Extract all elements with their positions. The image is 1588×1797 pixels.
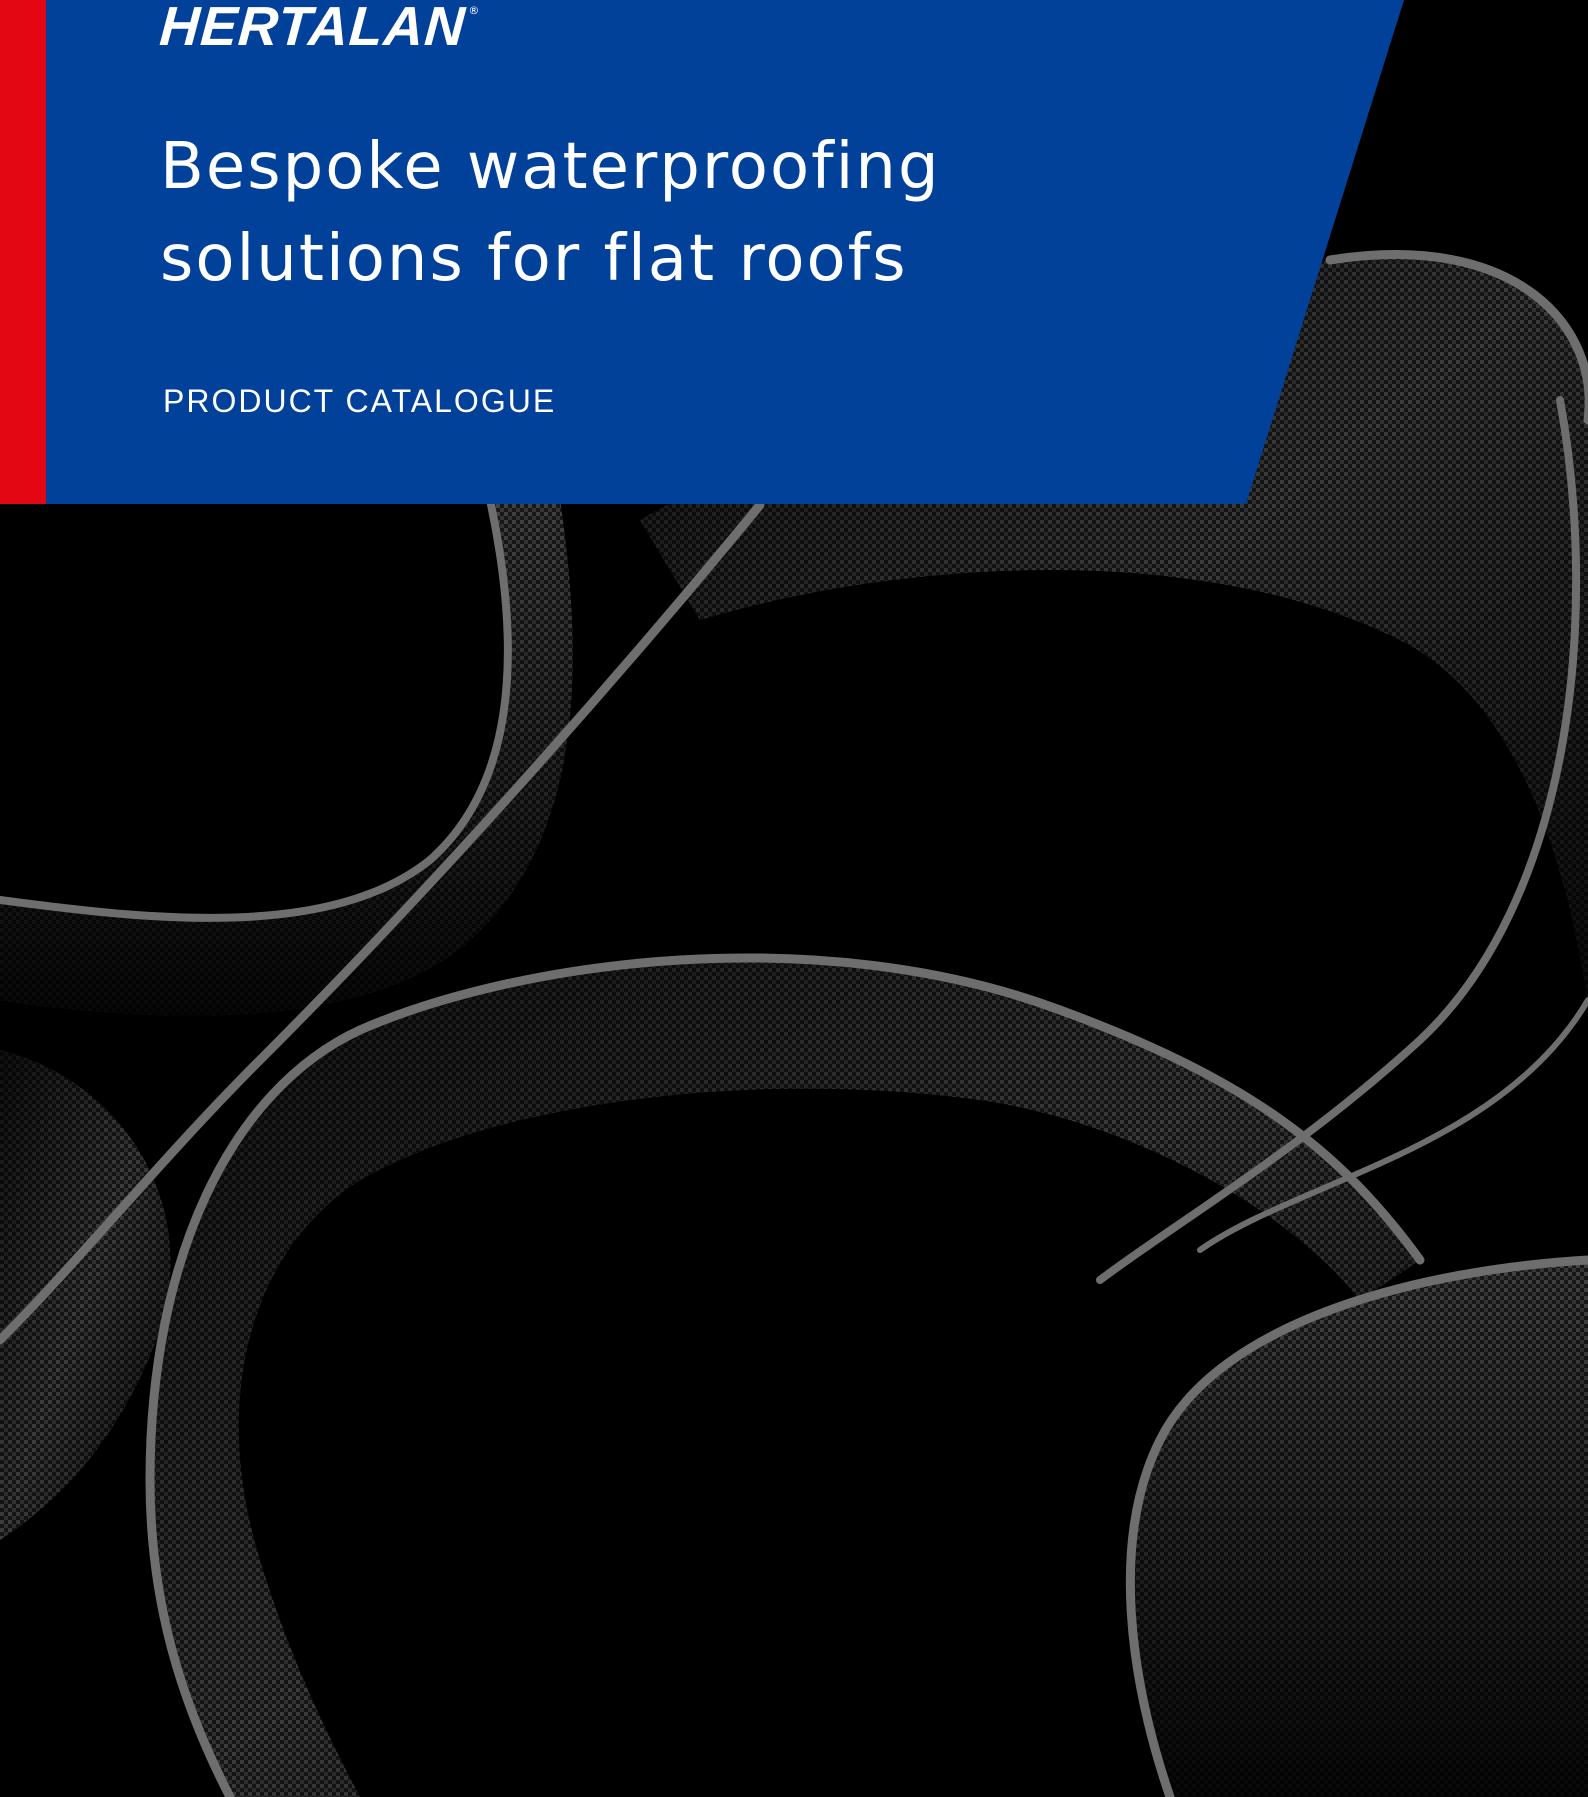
cover-title-line-2: solutions for flat roofs [160,222,908,296]
registered-mark: ® [468,4,480,17]
red-accent-bar [0,0,46,504]
logo-wordmark: HERTALAN [157,0,468,57]
hertalan-logo: HERTALAN ® [157,0,480,57]
cover-subtitle: PRODUCT CATALOGUE [163,383,557,419]
title-banner [46,0,1404,504]
cover-title: Bespoke waterproofing solutions for flat… [160,121,1160,305]
cover-title-line-1: Bespoke waterproofing [160,130,941,204]
